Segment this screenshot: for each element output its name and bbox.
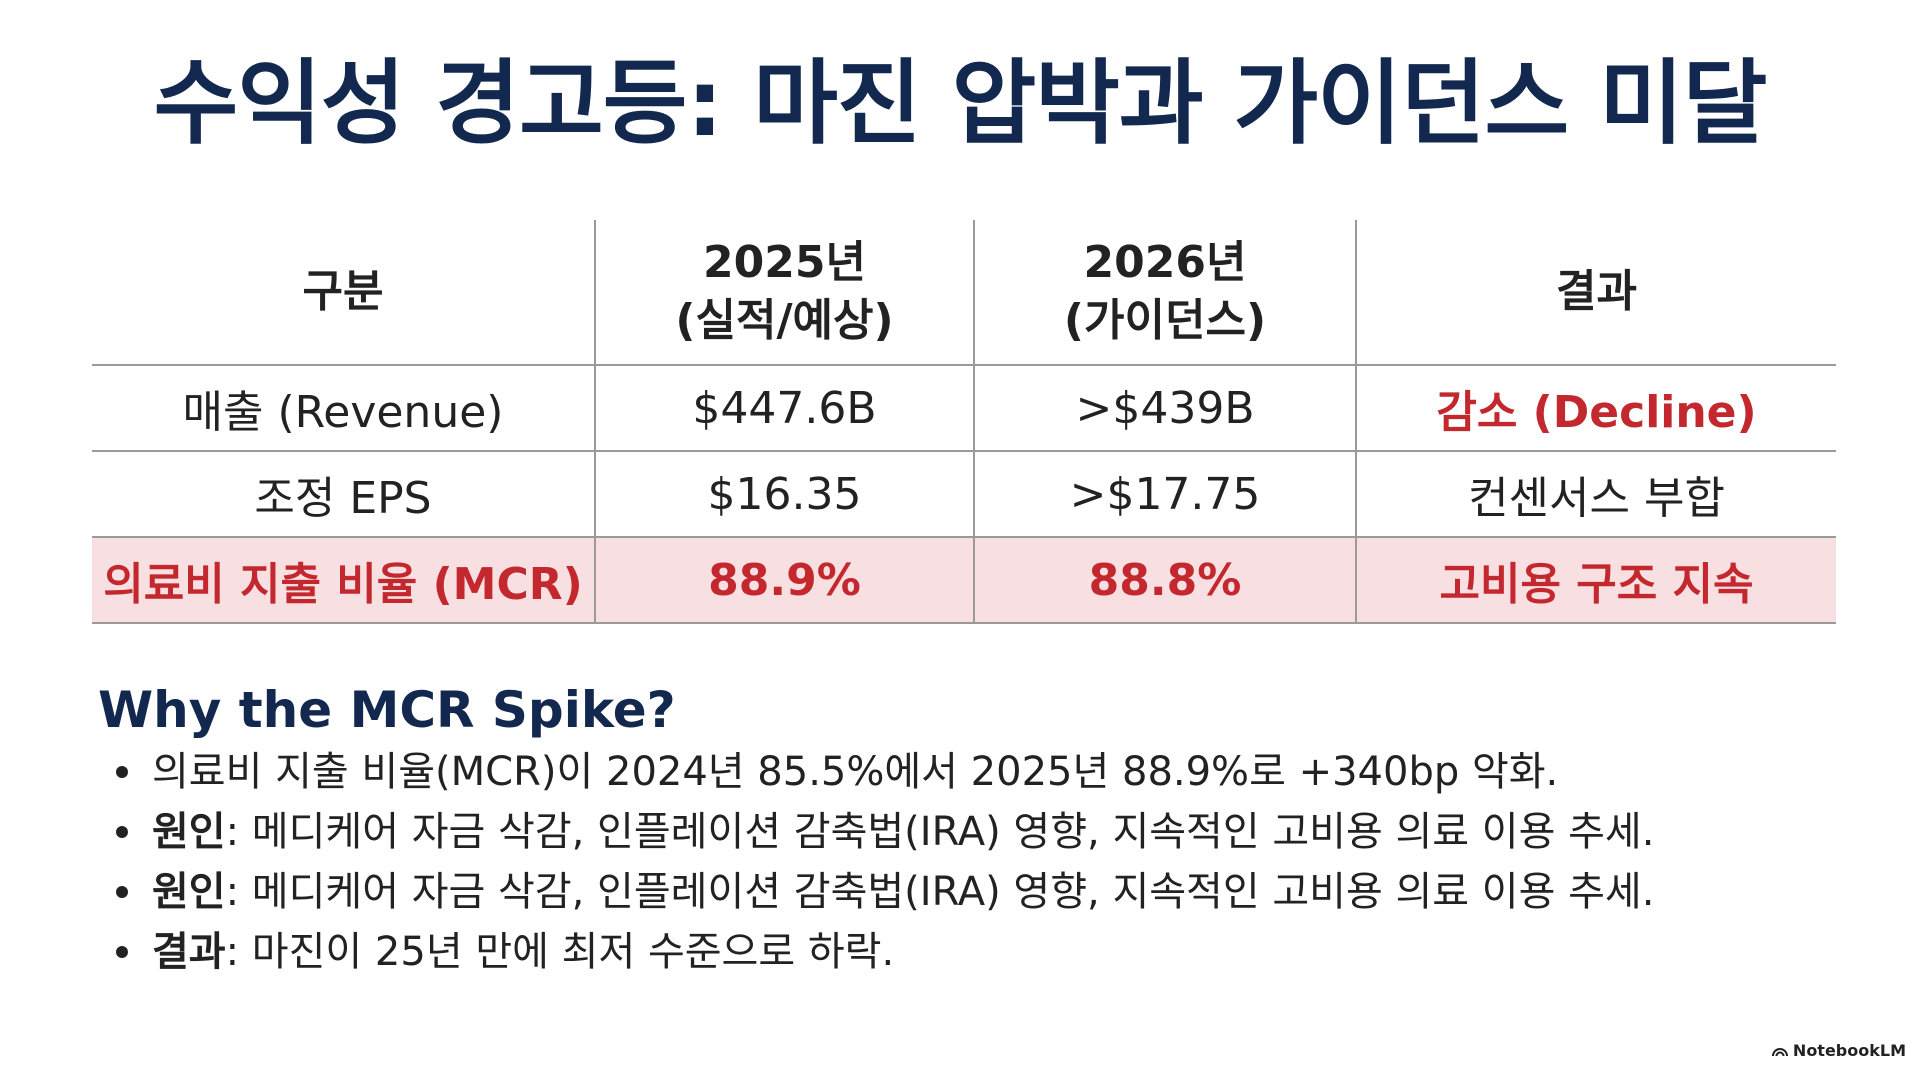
row-label: 조정 EPS: [92, 451, 595, 538]
bullet-item: 결과: 마진이 25년 만에 최저 수준으로 하락.: [110, 922, 1830, 982]
table-row-eps: 조정 EPS $16.35 >$17.75 컨센서스 부합: [92, 451, 1836, 538]
bullet-dot-icon: [116, 766, 128, 778]
brand-name: NotebookLM: [1792, 1041, 1906, 1060]
bullet-bold-label: 원인: [152, 869, 226, 915]
summary-table: 구분 2025년 (실적/예상) 2026년 (가이던스) 결과 매출 (Rev…: [92, 220, 1836, 624]
notebooklm-logo-icon: [1771, 1047, 1788, 1056]
header-result-label: 결과: [1556, 266, 1637, 317]
header-2026: 2026년 (가이던스): [973, 220, 1356, 366]
bullet-dot-icon: [116, 946, 128, 958]
bullet-text: : 메디케어 자금 삭감, 인플레이션 감축법(IRA) 영향, 지속적인 고비…: [225, 869, 1655, 915]
table-row-mcr: 의료비 지출 비율 (MCR) 88.9% 88.8% 고비용 구조 지속: [92, 537, 1836, 624]
header-2026-note: (가이던스): [1063, 295, 1267, 346]
result-cell: 고비용 구조 지속: [1355, 537, 1836, 624]
why-bullet-list: 의료비 지출 비율(MCR)이 2024년 85.5%에서 2025년 88.9…: [110, 742, 1830, 982]
bullet-text: 의료비 지출 비율(MCR)이 2024년 85.5%에서 2025년 88.9…: [152, 749, 1559, 795]
bullet-dot-icon: [116, 826, 128, 838]
table-row-revenue: 매출 (Revenue) $447.6B >$439B 감소 (Decline): [92, 365, 1836, 452]
bullet-bold-label: 원인: [152, 809, 226, 855]
header-2025-note: (실적/예상): [675, 295, 894, 346]
value-2025: $16.35: [594, 451, 974, 538]
header-category-label: 구분: [302, 266, 384, 317]
value-2026: >$17.75: [973, 451, 1356, 538]
notebooklm-watermark: NotebookLM: [1771, 1041, 1906, 1060]
bullet-text: : 메디케어 자금 삭감, 인플레이션 감축법(IRA) 영향, 지속적인 고비…: [225, 809, 1655, 855]
header-result: 결과: [1355, 220, 1836, 366]
result-cell: 컨센서스 부합: [1355, 451, 1836, 538]
header-2025: 2025년 (실적/예상): [594, 220, 974, 366]
header-2025-year: 2025년: [703, 237, 866, 288]
row-label: 매출 (Revenue): [92, 365, 595, 452]
bullet-dot-icon: [116, 886, 128, 898]
bullet-item: 원인: 메디케어 자금 삭감, 인플레이션 감축법(IRA) 영향, 지속적인 …: [110, 802, 1830, 862]
header-category: 구분: [92, 220, 595, 366]
bullet-bold-label: 결과: [152, 929, 226, 975]
bullet-item: 의료비 지출 비율(MCR)이 2024년 85.5%에서 2025년 88.9…: [110, 742, 1830, 802]
row-label: 의료비 지출 비율 (MCR): [92, 537, 595, 624]
header-2026-year: 2026년: [1083, 237, 1247, 288]
value-2025: $447.6B: [594, 365, 974, 452]
result-cell: 감소 (Decline): [1355, 365, 1836, 452]
bullet-item: 원인: 메디케어 자금 삭감, 인플레이션 감축법(IRA) 영향, 지속적인 …: [110, 862, 1830, 922]
slide-title: 수익성 경고등: 마진 압박과 가이던스 미달: [153, 50, 1768, 157]
value-2025: 88.9%: [594, 537, 974, 624]
bullet-text: : 마진이 25년 만에 최저 수준으로 하락.: [225, 929, 895, 975]
value-2026: >$439B: [973, 365, 1356, 452]
value-2026: 88.8%: [973, 537, 1356, 624]
why-heading: Why the MCR Spike?: [98, 681, 676, 739]
table-header-row: 구분 2025년 (실적/예상) 2026년 (가이던스) 결과: [92, 220, 1836, 366]
